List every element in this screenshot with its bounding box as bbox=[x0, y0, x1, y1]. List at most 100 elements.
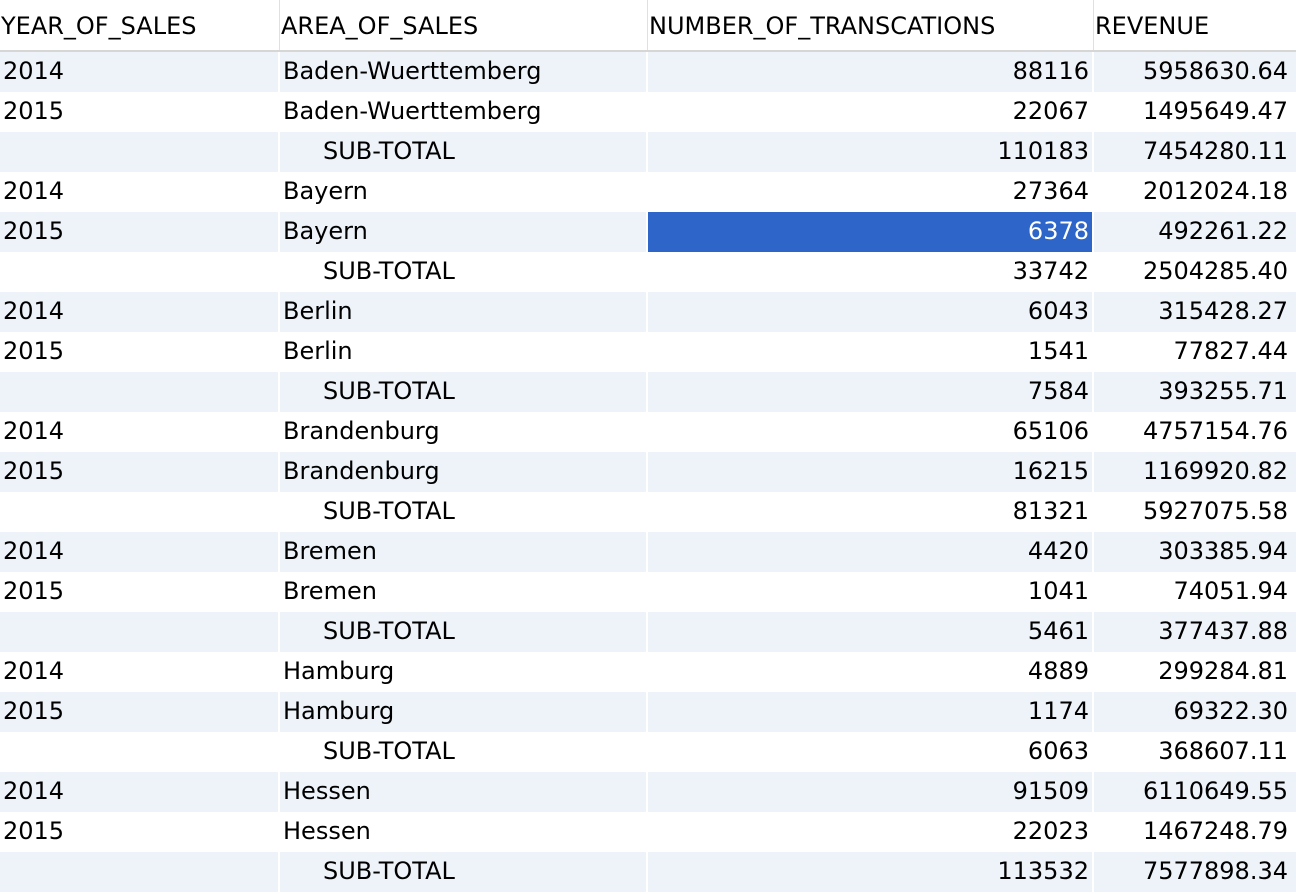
cell-area-of-sales[interactable]: Hamburg bbox=[280, 652, 648, 692]
subtotal-row[interactable]: SUB-TOTAL 113532 7577898.34 bbox=[0, 852, 1296, 892]
cell-revenue[interactable]: 377437.88 bbox=[1158, 617, 1288, 645]
table-row[interactable]: 2015 Baden-Wuerttemberg 22067 1495649.47 bbox=[0, 92, 1296, 132]
cell-year-of-sales[interactable] bbox=[0, 252, 280, 292]
table-row[interactable]: 2014 Bayern 27364 2012024.18 bbox=[0, 172, 1296, 212]
cell-number-of-transactions[interactable]: 6043 bbox=[648, 292, 1094, 332]
table-row[interactable]: 2014 Brandenburg 65106 4757154.76 bbox=[0, 412, 1296, 452]
cell-revenue[interactable]: 299284.81 bbox=[1158, 657, 1288, 685]
table-row[interactable]: 2015 Brandenburg 16215 1169920.82 bbox=[0, 452, 1296, 492]
cell-number-of-transactions-selected[interactable]: 6378 bbox=[648, 212, 1094, 252]
cell-area-of-sales[interactable]: SUB-TOTAL bbox=[280, 852, 648, 892]
cell-number-of-transactions[interactable]: 4889 bbox=[648, 652, 1094, 692]
cell-area-of-sales[interactable]: Baden-Wuerttemberg bbox=[280, 52, 648, 92]
column-header-revenue[interactable]: REVENUE bbox=[1095, 12, 1210, 40]
cell-year-of-sales[interactable] bbox=[0, 372, 280, 412]
cell-revenue[interactable]: 2012024.18 bbox=[1142, 177, 1288, 205]
cell-number-of-transactions[interactable]: 6063 bbox=[648, 732, 1094, 772]
cell-number-of-transactions[interactable]: 1541 bbox=[648, 332, 1094, 372]
cell-year-of-sales[interactable]: 2015 bbox=[0, 332, 280, 372]
cell-year-of-sales[interactable] bbox=[0, 492, 280, 532]
cell-number-of-transactions[interactable]: 33742 bbox=[648, 252, 1094, 292]
cell-area-of-sales[interactable]: SUB-TOTAL bbox=[280, 372, 648, 412]
cell-revenue[interactable]: 77827.44 bbox=[1173, 337, 1288, 365]
subtotal-row[interactable]: SUB-TOTAL 7584 393255.71 bbox=[0, 372, 1296, 412]
cell-revenue[interactable]: 1495649.47 bbox=[1142, 97, 1288, 125]
cell-revenue[interactable]: 69322.30 bbox=[1173, 697, 1288, 725]
cell-number-of-transactions[interactable]: 22067 bbox=[648, 92, 1094, 132]
cell-revenue[interactable]: 5927075.58 bbox=[1142, 497, 1288, 525]
cell-number-of-transactions[interactable]: 110183 bbox=[648, 132, 1094, 172]
cell-year-of-sales[interactable]: 2015 bbox=[0, 452, 280, 492]
cell-revenue[interactable]: 7454280.11 bbox=[1142, 137, 1288, 165]
cell-area-of-sales[interactable]: Hessen bbox=[280, 772, 648, 812]
cell-revenue[interactable]: 74051.94 bbox=[1173, 577, 1288, 605]
cell-revenue[interactable]: 7577898.34 bbox=[1142, 857, 1288, 885]
cell-year-of-sales[interactable]: 2014 bbox=[0, 652, 280, 692]
cell-year-of-sales[interactable] bbox=[0, 732, 280, 772]
cell-year-of-sales[interactable]: 2015 bbox=[0, 212, 280, 252]
cell-year-of-sales[interactable]: 2015 bbox=[0, 92, 280, 132]
cell-revenue[interactable]: 4757154.76 bbox=[1142, 417, 1288, 445]
cell-revenue[interactable]: 492261.22 bbox=[1158, 217, 1288, 245]
cell-number-of-transactions[interactable]: 91509 bbox=[648, 772, 1094, 812]
subtotal-row[interactable]: SUB-TOTAL 6063 368607.11 bbox=[0, 732, 1296, 772]
cell-area-of-sales[interactable]: Brandenburg bbox=[280, 412, 648, 452]
table-row[interactable]: 2015 Bremen 1041 74051.94 bbox=[0, 572, 1296, 612]
column-header-number-of-transactions[interactable]: NUMBER_OF_TRANSCATIONS bbox=[648, 0, 1094, 50]
cell-number-of-transactions[interactable]: 16215 bbox=[648, 452, 1094, 492]
cell-area-of-sales[interactable]: Hessen bbox=[280, 812, 648, 852]
cell-area-of-sales[interactable]: SUB-TOTAL bbox=[280, 612, 648, 652]
column-header-area-of-sales[interactable]: AREA_OF_SALES bbox=[280, 0, 648, 50]
cell-number-of-transactions[interactable]: 1041 bbox=[648, 572, 1094, 612]
cell-area-of-sales[interactable]: Berlin bbox=[280, 292, 648, 332]
subtotal-row[interactable]: SUB-TOTAL 81321 5927075.58 bbox=[0, 492, 1296, 532]
cell-year-of-sales[interactable]: 2014 bbox=[0, 292, 280, 332]
table-row[interactable]: 2015 Hessen 22023 1467248.79 bbox=[0, 812, 1296, 852]
subtotal-row[interactable]: SUB-TOTAL 33742 2504285.40 bbox=[0, 252, 1296, 292]
cell-revenue[interactable]: 315428.27 bbox=[1158, 297, 1288, 325]
cell-number-of-transactions[interactable]: 27364 bbox=[648, 172, 1094, 212]
cell-number-of-transactions[interactable]: 4420 bbox=[648, 532, 1094, 572]
cell-revenue[interactable]: 6110649.55 bbox=[1142, 777, 1288, 805]
cell-revenue[interactable]: 1169920.82 bbox=[1142, 457, 1288, 485]
cell-number-of-transactions[interactable]: 22023 bbox=[648, 812, 1094, 852]
cell-number-of-transactions[interactable]: 7584 bbox=[648, 372, 1094, 412]
cell-number-of-transactions[interactable]: 1174 bbox=[648, 692, 1094, 732]
cell-year-of-sales[interactable]: 2015 bbox=[0, 812, 280, 852]
table-row[interactable]: 2015 Berlin 1541 77827.44 bbox=[0, 332, 1296, 372]
cell-area-of-sales[interactable]: SUB-TOTAL bbox=[280, 252, 648, 292]
cell-area-of-sales[interactable]: Bremen bbox=[280, 532, 648, 572]
cell-area-of-sales[interactable]: Hamburg bbox=[280, 692, 648, 732]
cell-year-of-sales[interactable]: 2014 bbox=[0, 52, 280, 92]
cell-area-of-sales[interactable]: Berlin bbox=[280, 332, 648, 372]
cell-year-of-sales[interactable]: 2014 bbox=[0, 532, 280, 572]
table-row[interactable]: 2014 Hessen 91509 6110649.55 bbox=[0, 772, 1296, 812]
column-header-year-of-sales[interactable]: YEAR_OF_SALES bbox=[0, 0, 280, 50]
cell-area-of-sales[interactable]: Bayern bbox=[280, 172, 648, 212]
cell-year-of-sales[interactable]: 2014 bbox=[0, 172, 280, 212]
cell-area-of-sales[interactable]: SUB-TOTAL bbox=[280, 132, 648, 172]
cell-area-of-sales[interactable]: Bayern bbox=[280, 212, 648, 252]
cell-year-of-sales[interactable]: 2014 bbox=[0, 412, 280, 452]
cell-year-of-sales[interactable] bbox=[0, 132, 280, 172]
table-row[interactable]: 2014 Baden-Wuerttemberg 88116 5958630.64 bbox=[0, 52, 1296, 92]
cell-revenue[interactable]: 5958630.64 bbox=[1142, 57, 1288, 85]
table-row[interactable]: 2015 Hamburg 1174 69322.30 bbox=[0, 692, 1296, 732]
cell-area-of-sales[interactable]: Brandenburg bbox=[280, 452, 648, 492]
cell-year-of-sales[interactable] bbox=[0, 852, 280, 892]
cell-revenue[interactable]: 303385.94 bbox=[1158, 537, 1288, 565]
cell-year-of-sales[interactable] bbox=[0, 612, 280, 652]
cell-revenue[interactable]: 2504285.40 bbox=[1142, 257, 1288, 285]
table-row[interactable]: 2014 Hamburg 4889 299284.81 bbox=[0, 652, 1296, 692]
cell-area-of-sales[interactable]: Baden-Wuerttemberg bbox=[280, 92, 648, 132]
cell-number-of-transactions[interactable]: 81321 bbox=[648, 492, 1094, 532]
table-row[interactable]: 2014 Bremen 4420 303385.94 bbox=[0, 532, 1296, 572]
cell-area-of-sales[interactable]: SUB-TOTAL bbox=[280, 732, 648, 772]
cell-revenue[interactable]: 1467248.79 bbox=[1142, 817, 1288, 845]
cell-number-of-transactions[interactable]: 65106 bbox=[648, 412, 1094, 452]
cell-number-of-transactions[interactable]: 113532 bbox=[648, 852, 1094, 892]
subtotal-row[interactable]: SUB-TOTAL 5461 377437.88 bbox=[0, 612, 1296, 652]
cell-year-of-sales[interactable]: 2014 bbox=[0, 772, 280, 812]
cell-revenue[interactable]: 393255.71 bbox=[1158, 377, 1288, 405]
table-row[interactable]: 2015 Bayern 6378 492261.22 bbox=[0, 212, 1296, 252]
